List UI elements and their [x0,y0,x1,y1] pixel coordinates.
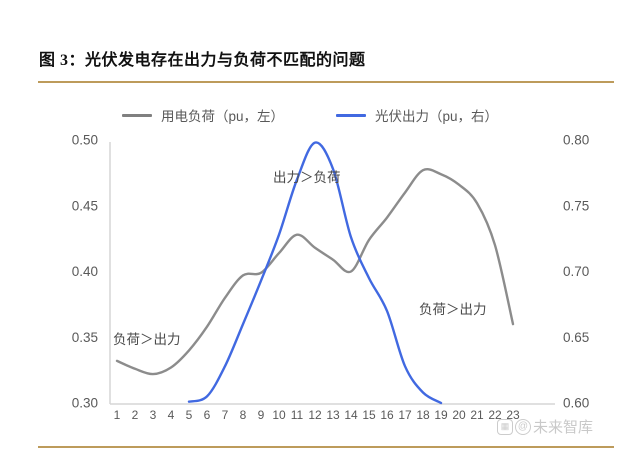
x-axis-tick-label: 14 [344,408,358,422]
legend-label-pv: 光伏出力（pu，右） [375,109,499,124]
at-icon: @ [515,418,531,435]
right-axis-ticks: 0.80 0.75 0.70 0.65 0.60 [563,133,589,411]
x-axis-tick-label: 11 [291,408,304,422]
pv-series-line [187,141,443,405]
x-axis-tick-label: 18 [416,408,430,422]
right-axis-tick-label: 0.75 [563,198,589,213]
x-axis-tick-label: 9 [258,408,265,422]
x-axis-tick-label: 13 [326,408,340,422]
legend-item-load: 用电负荷（pu，左） [122,105,284,125]
legend-label-load: 用电负荷（pu，左） [161,109,285,124]
left-axis-tick-label: 0.40 [72,264,98,279]
x-axis-tick-label: 19 [434,408,448,422]
x-axis-tick-label: 3 [150,408,157,422]
x-axis-tick-label: 1 [114,408,121,422]
load-series-line [115,168,515,376]
left-axis-tick-label: 0.35 [72,330,98,345]
figure-title: 图 3：光伏发电存在出力与负荷不匹配的问题 [39,52,366,69]
right-axis-tick-label: 0.80 [563,133,589,148]
grid-logo-icon: ▦ [497,418,513,435]
x-axis-tick-label: 5 [186,408,193,422]
x-axis-tick-label: 7 [222,408,229,422]
x-axis-tick-label: 8 [240,408,247,422]
x-axis-tick-label: 20 [452,408,466,422]
annotation-load-gt-output-right: 负荷＞出力 [419,302,487,317]
x-axis-tick-label: 6 [204,408,211,422]
left-axis-tick-label: 0.45 [72,198,98,213]
x-axis-tick-label: 12 [308,408,322,422]
annotation-output-gt-load: 出力＞负荷 [273,170,341,185]
right-axis-tick-label: 0.70 [563,264,589,279]
watermark: ▦ @ 未来智库 [497,416,593,437]
x-axis-ticks: 1 2 3 4 5 6 7 8 9 10 11 12 13 14 15 16 17 18 19 20 21 22 23 [114,408,520,422]
left-axis-tick-label: 0.30 [72,396,98,411]
right-axis-tick-label: 0.60 [563,396,589,411]
series-lines [115,141,515,405]
left-axis-tick-label: 0.50 [72,133,98,148]
bottom-divider-rule [38,446,614,448]
chart-legend: 用电负荷（pu，左） 光伏出力（pu，右） [122,104,498,126]
x-axis-tick-label: 16 [380,408,394,422]
load-line-swatch [122,113,152,117]
x-axis-tick-label: 15 [362,408,376,422]
x-axis-tick-label: 2 [132,408,139,422]
line-chart-plot: 0.50 0.45 0.40 0.35 0.30 0.80 0.75 0.70 0.65 0.6… [72,133,590,423]
top-divider-rule [38,81,614,83]
right-axis-tick-label: 0.65 [563,330,589,345]
x-axis-tick-label: 17 [398,408,412,422]
annotation-load-gt-output-left: 负荷＞出力 [113,332,181,347]
legend-item-pv: 光伏出力（pu，右） [336,105,498,125]
x-axis-tick-label: 21 [470,408,484,422]
pv-line-swatch [336,113,367,117]
watermark-text: 未来智库 [533,419,594,436]
x-axis-tick-label: 10 [272,408,286,422]
x-axis-tick-label: 4 [168,408,175,422]
left-axis-ticks: 0.50 0.45 0.40 0.35 0.30 [72,133,98,411]
